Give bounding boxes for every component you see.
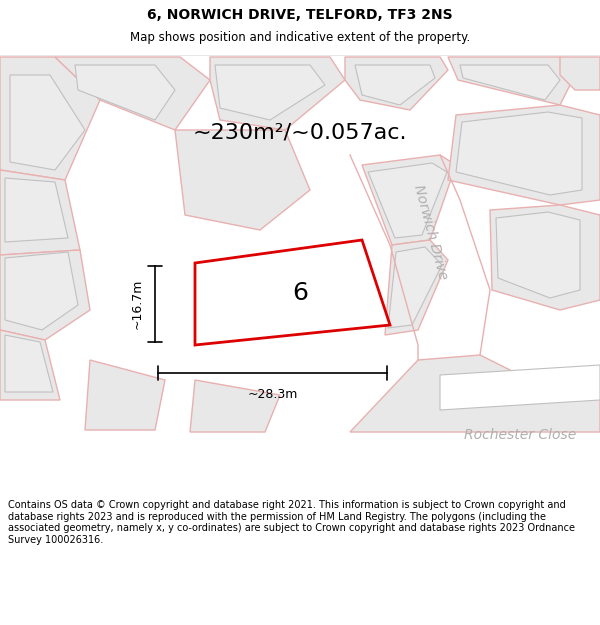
Text: Contains OS data © Crown copyright and database right 2021. This information is : Contains OS data © Crown copyright and d… — [8, 500, 575, 545]
Polygon shape — [55, 57, 210, 130]
Polygon shape — [460, 65, 560, 100]
Text: ~16.7m: ~16.7m — [131, 279, 143, 329]
Polygon shape — [350, 355, 600, 432]
Polygon shape — [215, 65, 325, 120]
Polygon shape — [0, 330, 60, 400]
Polygon shape — [448, 105, 600, 205]
Polygon shape — [368, 163, 447, 238]
Text: ~28.3m: ~28.3m — [247, 389, 298, 401]
Text: ~230m²/~0.057ac.: ~230m²/~0.057ac. — [193, 122, 407, 142]
Polygon shape — [362, 155, 456, 245]
Polygon shape — [490, 205, 600, 310]
Polygon shape — [448, 57, 575, 105]
Text: Norwich Drive: Norwich Drive — [410, 183, 449, 281]
Polygon shape — [456, 112, 582, 195]
Polygon shape — [5, 252, 78, 330]
Polygon shape — [440, 365, 600, 410]
Polygon shape — [560, 57, 600, 90]
Text: 6: 6 — [293, 281, 308, 305]
Polygon shape — [5, 178, 68, 242]
Polygon shape — [5, 335, 53, 392]
Text: Map shows position and indicative extent of the property.: Map shows position and indicative extent… — [130, 31, 470, 44]
Polygon shape — [345, 57, 448, 110]
Polygon shape — [355, 65, 435, 105]
Polygon shape — [175, 130, 310, 230]
Polygon shape — [0, 250, 90, 340]
Polygon shape — [385, 240, 448, 335]
Polygon shape — [195, 240, 390, 345]
Polygon shape — [210, 57, 345, 130]
Polygon shape — [0, 170, 80, 255]
Polygon shape — [10, 75, 85, 170]
Polygon shape — [496, 212, 580, 298]
Polygon shape — [75, 65, 175, 120]
Polygon shape — [388, 247, 442, 328]
Text: Rochester Close: Rochester Close — [464, 428, 576, 442]
Polygon shape — [85, 360, 165, 430]
Polygon shape — [190, 380, 280, 432]
Polygon shape — [0, 57, 100, 180]
Text: 6, NORWICH DRIVE, TELFORD, TF3 2NS: 6, NORWICH DRIVE, TELFORD, TF3 2NS — [147, 8, 453, 22]
